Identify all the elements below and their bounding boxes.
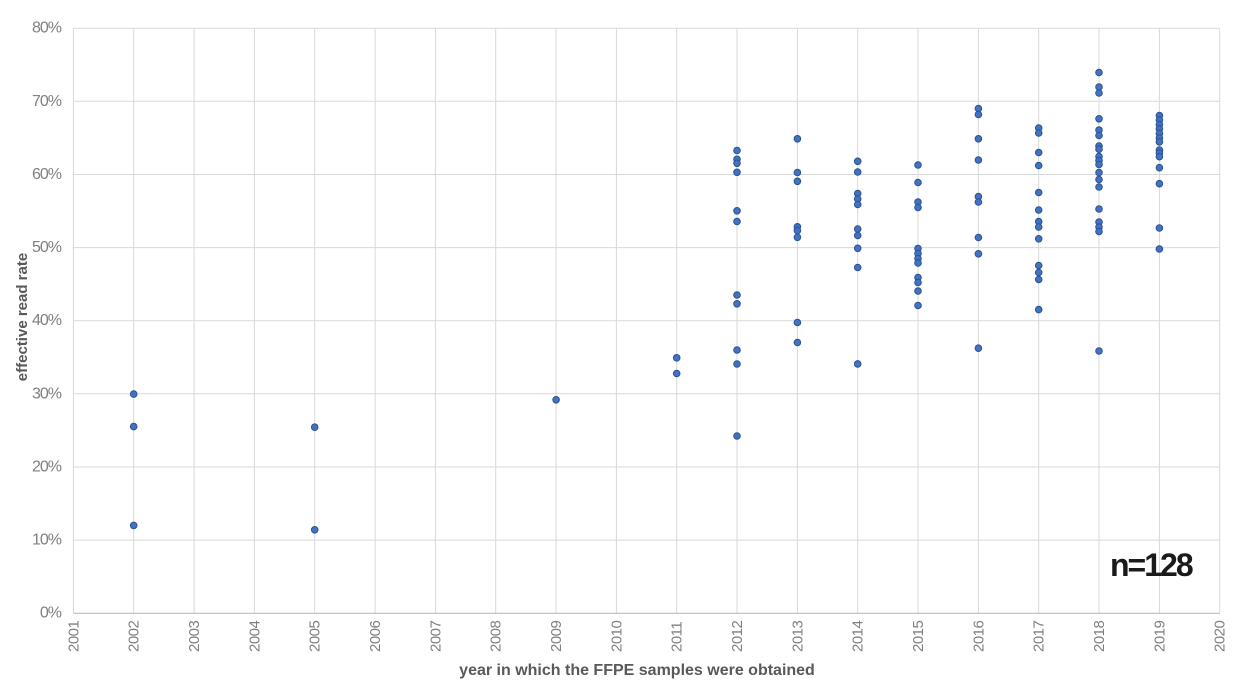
svg-text:80%: 80% — [32, 20, 62, 37]
svg-text:2013: 2013 — [789, 620, 806, 652]
svg-text:20%: 20% — [32, 459, 62, 476]
svg-text:2003: 2003 — [186, 620, 203, 652]
svg-text:40%: 40% — [32, 312, 62, 329]
svg-text:2006: 2006 — [367, 620, 384, 652]
svg-text:2016: 2016 — [970, 620, 987, 652]
svg-text:2001: 2001 — [65, 620, 82, 652]
svg-text:2009: 2009 — [548, 620, 565, 652]
svg-text:2020: 2020 — [1212, 620, 1229, 652]
svg-text:n=128: n=128 — [1110, 547, 1193, 583]
svg-text:70%: 70% — [32, 93, 62, 110]
svg-text:2005: 2005 — [307, 620, 324, 652]
svg-text:60%: 60% — [32, 166, 62, 183]
svg-text:2014: 2014 — [850, 620, 867, 652]
svg-text:2017: 2017 — [1031, 620, 1048, 652]
svg-text:2007: 2007 — [427, 620, 444, 652]
svg-text:2008: 2008 — [488, 620, 505, 652]
svg-text:0%: 0% — [40, 605, 62, 622]
svg-text:50%: 50% — [32, 239, 62, 256]
svg-text:30%: 30% — [32, 385, 62, 402]
svg-text:2011: 2011 — [669, 622, 686, 652]
svg-text:2002: 2002 — [126, 620, 143, 652]
svg-text:2018: 2018 — [1091, 620, 1108, 652]
svg-text:2019: 2019 — [1151, 620, 1168, 652]
svg-text:2015: 2015 — [910, 620, 927, 652]
svg-text:10%: 10% — [32, 532, 62, 549]
svg-text:2012: 2012 — [729, 620, 746, 652]
svg-text:effective read rate: effective read rate — [14, 253, 31, 381]
svg-text:year in which the FFPE samples: year in which the FFPE samples were obta… — [459, 662, 815, 679]
svg-text:2010: 2010 — [608, 620, 625, 652]
svg-text:2004: 2004 — [246, 620, 263, 652]
